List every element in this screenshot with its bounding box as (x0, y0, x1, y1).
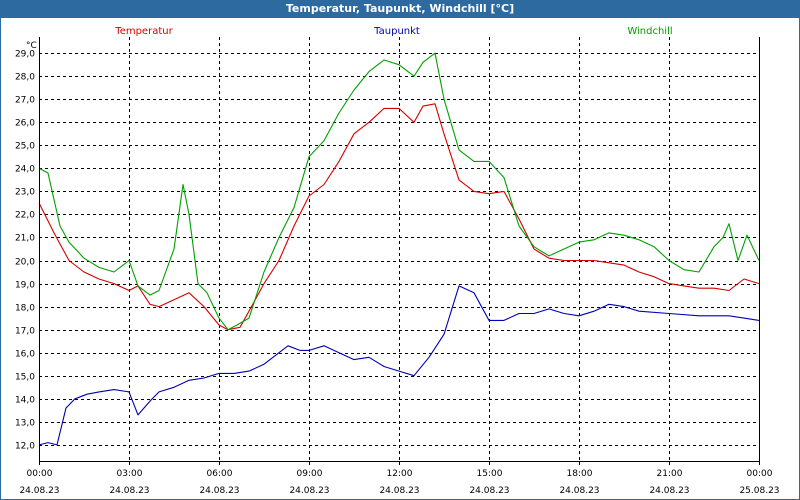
x-tick-date: 24.08.23 (469, 486, 509, 496)
y-tick-label: 12,0 (15, 442, 35, 452)
y-tick-label: 23,0 (15, 188, 35, 198)
y-tick-label: 17,0 (15, 327, 35, 337)
x-tick-time: 03:00 (117, 469, 143, 479)
y-tick-label: 18,0 (15, 304, 35, 314)
y-tick-label: 26,0 (15, 119, 35, 129)
x-tick-time: 15:00 (477, 469, 503, 479)
y-tick-label: 27,0 (15, 96, 35, 106)
y-tick-label: 28,0 (15, 73, 35, 83)
series-line-windchill (38, 52, 760, 331)
x-tick-time: 12:00 (387, 469, 413, 479)
x-tick-time: 00:00 (747, 469, 773, 479)
x-tick-time: 18:00 (567, 469, 593, 479)
x-tick-date: 24.08.23 (109, 486, 149, 496)
y-tick-label: 16,0 (15, 350, 35, 360)
series-line-taupunkt (38, 285, 760, 446)
y-tick-label: 20,0 (15, 258, 35, 268)
x-tick-date: 24.08.23 (199, 486, 239, 496)
x-tick-date: 25.08.23 (739, 486, 779, 496)
axes: 12,0 13,0 14,0 15,0 16,0 17,0 18,0 19,0 20,0 21,0… (15, 37, 780, 496)
legend-windchill: Windchill (627, 26, 672, 37)
y-tick-label: 15,0 (15, 373, 35, 383)
chart-title-bar: Temperatur, Taupunkt, Windchill [°C] (0, 0, 800, 18)
series-lines (38, 52, 760, 446)
series-line-temperatur (38, 103, 760, 331)
x-tick-time: 09:00 (297, 469, 323, 479)
y-tick-label: 21,0 (15, 234, 35, 244)
grid-lines (39, 37, 759, 461)
y-tick-label: 22,0 (15, 211, 35, 221)
x-tick-date: 24.08.23 (289, 486, 329, 496)
y-tick-label: 25,0 (15, 142, 35, 152)
x-tick-time: 06:00 (207, 469, 233, 479)
legend-temperatur: Temperatur (114, 26, 173, 37)
x-tick-date: 24.08.23 (649, 486, 689, 496)
y-tick-label: 19,0 (15, 281, 35, 291)
x-tick-time: 21:00 (657, 469, 683, 479)
y-tick-label: 24,0 (15, 165, 35, 175)
x-tick-date: 24.08.23 (19, 486, 59, 496)
y-tick-label: 13,0 (15, 419, 35, 429)
x-tick-time: 00:00 (27, 469, 53, 479)
x-tick-date: 24.08.23 (559, 486, 599, 496)
x-tick-date: 24.08.23 (379, 486, 419, 496)
y-axis-unit-label: °C (26, 41, 37, 51)
y-tick-label: 14,0 (15, 396, 35, 406)
y-tick-label: 29,0 (15, 50, 35, 60)
legend-taupunkt: Taupunkt (373, 26, 420, 37)
